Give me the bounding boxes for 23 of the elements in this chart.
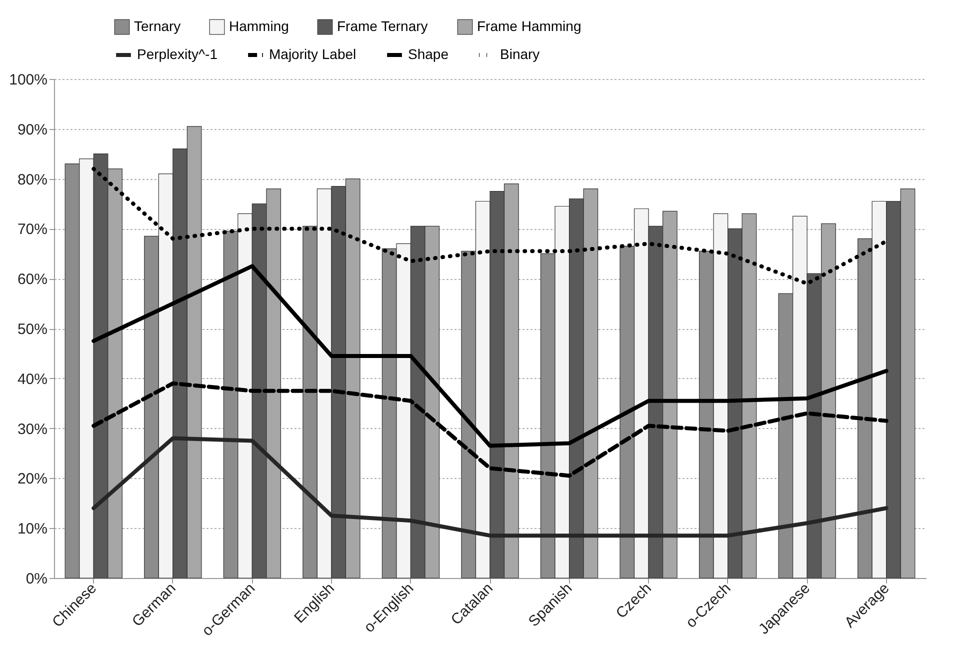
y-tick-label: 0% bbox=[26, 570, 48, 588]
y-tick-label: 90% bbox=[17, 121, 48, 138]
legend-label: Ternary bbox=[134, 18, 181, 34]
line-series bbox=[92, 436, 888, 538]
legend-label: Hamming bbox=[229, 18, 289, 34]
line-series bbox=[92, 381, 888, 478]
y-tick-label: 40% bbox=[17, 370, 48, 388]
y-tick-label: 20% bbox=[17, 470, 48, 488]
y-tick-label: 70% bbox=[17, 221, 48, 238]
line-series bbox=[92, 264, 888, 448]
y-tick-label: 100% bbox=[9, 72, 48, 88]
legend-label: Frame Ternary bbox=[337, 18, 428, 34]
legend-label: Frame Hamming bbox=[477, 18, 582, 34]
y-tick-label: 60% bbox=[17, 271, 48, 288]
line-series bbox=[92, 166, 888, 286]
legend-label: Shape bbox=[408, 46, 449, 62]
y-tick-label: 10% bbox=[17, 520, 48, 538]
y-tick-label: 80% bbox=[17, 171, 48, 188]
legend-label: Binary bbox=[500, 46, 540, 62]
legend-label: Majority Label bbox=[269, 46, 356, 62]
y-tick-label: 50% bbox=[17, 321, 48, 338]
y-tick-label: 30% bbox=[17, 420, 48, 438]
legend-label: Perplexity^-1 bbox=[137, 46, 218, 62]
